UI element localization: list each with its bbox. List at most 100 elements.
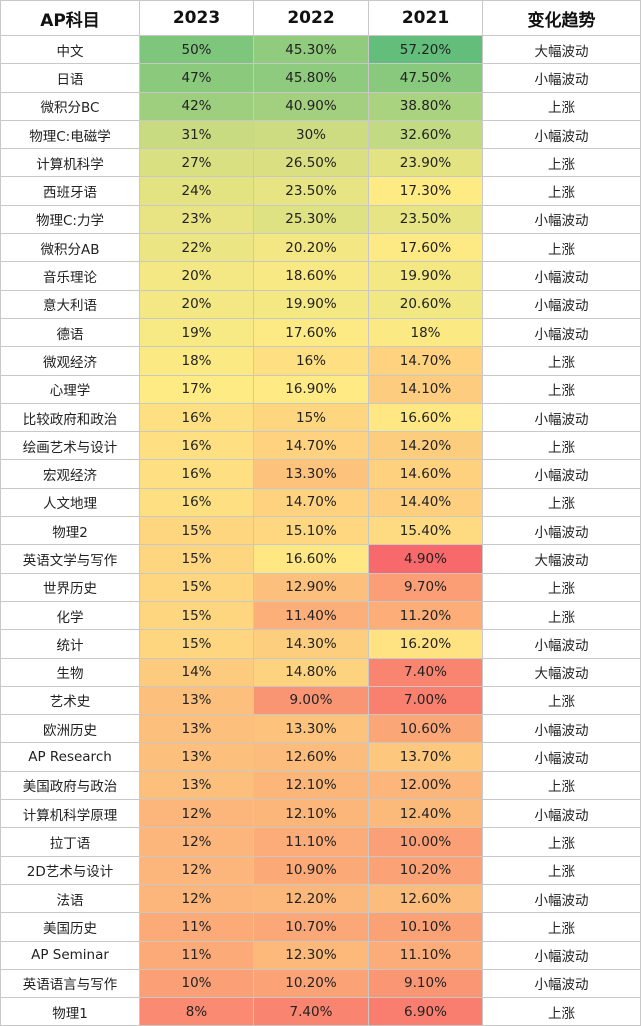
- value-2023: 16%: [139, 402, 254, 433]
- trend-cell: 小幅波动: [482, 742, 641, 772]
- trend-cell: 小幅波动: [482, 317, 641, 348]
- trend-cell: 上涨: [482, 346, 641, 376]
- table-row: 微积分AB 22% 20.20% 17.60% 上涨: [0, 233, 641, 263]
- subject-cell: 化学: [0, 600, 140, 631]
- value-2023: 13%: [139, 770, 254, 801]
- value-2022: 17.60%: [253, 317, 369, 348]
- table-row: 物理1 8% 7.40% 6.90% 上涨: [0, 997, 641, 1026]
- value-2022: 14.70%: [253, 431, 369, 461]
- table-body: 中文 50% 45.30% 57.20% 大幅波动 日语 47% 45.80% 47.50% 小幅…: [0, 34, 641, 1026]
- trend-cell: 小幅波动: [482, 119, 641, 150]
- value-2022: 18.60%: [253, 261, 369, 291]
- value-2021: 19.90%: [368, 261, 483, 291]
- value-2021: 7.40%: [368, 657, 483, 687]
- value-2023: 16%: [139, 487, 254, 518]
- value-2021: 10.20%: [368, 855, 483, 885]
- trend-cell: 小幅波动: [482, 204, 641, 235]
- value-2021: 13.70%: [368, 742, 483, 772]
- value-2022: 12.30%: [253, 940, 369, 970]
- trend-cell: 小幅波动: [482, 459, 641, 489]
- trend-cell: 上涨: [482, 770, 641, 801]
- table-row: 生物 14% 14.80% 7.40% 大幅波动: [0, 657, 641, 687]
- trend-cell: 上涨: [482, 176, 641, 206]
- table-row: 意大利语 20% 19.90% 20.60% 小幅波动: [0, 289, 641, 319]
- value-2023: 19%: [139, 317, 254, 348]
- value-2022: 12.90%: [253, 572, 369, 602]
- value-2023: 16%: [139, 431, 254, 461]
- value-2023: 15%: [139, 629, 254, 659]
- subject-cell: 统计: [0, 629, 140, 659]
- value-2022: 10.70%: [253, 912, 369, 942]
- value-2023: 12%: [139, 883, 254, 914]
- value-2021: 17.60%: [368, 233, 483, 263]
- subject-cell: AP Seminar: [0, 940, 140, 970]
- table-row: 西班牙语 24% 23.50% 17.30% 上涨: [0, 176, 641, 206]
- header-trend: 变化趋势: [482, 0, 641, 36]
- table-row: 艺术史 13% 9.00% 7.00% 上涨: [0, 685, 641, 716]
- value-2021: 14.40%: [368, 487, 483, 518]
- value-2021: 57.20%: [368, 34, 483, 65]
- subject-cell: 法语: [0, 883, 140, 914]
- table-row: 美国历史 11% 10.70% 10.10% 上涨: [0, 912, 641, 942]
- value-2021: 18%: [368, 317, 483, 348]
- trend-cell: 大幅波动: [482, 657, 641, 687]
- trend-cell: 上涨: [482, 233, 641, 263]
- value-2023: 27%: [139, 148, 254, 178]
- trend-cell: 小幅波动: [482, 261, 641, 291]
- table-row: 英语文学与写作 15% 16.60% 4.90% 大幅波动: [0, 544, 641, 574]
- value-2022: 26.50%: [253, 148, 369, 178]
- value-2022: 10.20%: [253, 968, 369, 999]
- value-2021: 9.10%: [368, 968, 483, 999]
- subject-cell: 比较政府和政治: [0, 402, 140, 433]
- subject-cell: 微观经济: [0, 346, 140, 376]
- trend-cell: 上涨: [482, 91, 641, 121]
- value-2022: 12.10%: [253, 770, 369, 801]
- value-2022: 7.40%: [253, 997, 369, 1026]
- table-row: 拉丁语 12% 11.10% 10.00% 上涨: [0, 827, 641, 857]
- table-row: 化学 15% 11.40% 11.20% 上涨: [0, 600, 641, 631]
- value-2022: 12.10%: [253, 799, 369, 829]
- table-row: 计算机科学原理 12% 12.10% 12.40% 小幅波动: [0, 799, 641, 829]
- trend-cell: 上涨: [482, 431, 641, 461]
- table-row: 绘画艺术与设计 16% 14.70% 14.20% 上涨: [0, 431, 641, 461]
- value-2021: 38.80%: [368, 91, 483, 121]
- table-row: 微积分BC 42% 40.90% 38.80% 上涨: [0, 91, 641, 121]
- trend-cell: 大幅波动: [482, 544, 641, 574]
- table-row: AP Seminar 11% 12.30% 11.10% 小幅波动: [0, 940, 641, 970]
- subject-cell: 物理1: [0, 997, 140, 1026]
- value-2021: 9.70%: [368, 572, 483, 602]
- value-2023: 12%: [139, 855, 254, 885]
- value-2021: 10.60%: [368, 714, 483, 744]
- value-2023: 47%: [139, 63, 254, 93]
- header-2023: 2023: [139, 0, 254, 36]
- subject-cell: 日语: [0, 63, 140, 93]
- trend-cell: 上涨: [482, 827, 641, 857]
- value-2022: 13.30%: [253, 459, 369, 489]
- table-row: 日语 47% 45.80% 47.50% 小幅波动: [0, 63, 641, 93]
- value-2023: 15%: [139, 516, 254, 546]
- table-row: 世界历史 15% 12.90% 9.70% 上涨: [0, 572, 641, 602]
- table-row: 比较政府和政治 16% 15% 16.60% 小幅波动: [0, 402, 641, 433]
- value-2021: 12.00%: [368, 770, 483, 801]
- trend-cell: 小幅波动: [482, 968, 641, 999]
- subject-cell: 计算机科学: [0, 148, 140, 178]
- subject-cell: 中文: [0, 34, 140, 65]
- subject-cell: 西班牙语: [0, 176, 140, 206]
- value-2021: 14.10%: [368, 374, 483, 404]
- value-2023: 23%: [139, 204, 254, 235]
- value-2023: 31%: [139, 119, 254, 150]
- value-2021: 10.00%: [368, 827, 483, 857]
- value-2021: 12.60%: [368, 883, 483, 914]
- subject-cell: 心理学: [0, 374, 140, 404]
- table-row: 物理2 15% 15.10% 15.40% 小幅波动: [0, 516, 641, 546]
- trend-cell: 上涨: [482, 374, 641, 404]
- value-2022: 25.30%: [253, 204, 369, 235]
- trend-cell: 小幅波动: [482, 402, 641, 433]
- table-row: 宏观经济 16% 13.30% 14.60% 小幅波动: [0, 459, 641, 489]
- trend-cell: 上涨: [482, 997, 641, 1026]
- subject-cell: 宏观经济: [0, 459, 140, 489]
- trend-cell: 大幅波动: [482, 34, 641, 65]
- value-2023: 20%: [139, 261, 254, 291]
- subject-cell: 艺术史: [0, 685, 140, 716]
